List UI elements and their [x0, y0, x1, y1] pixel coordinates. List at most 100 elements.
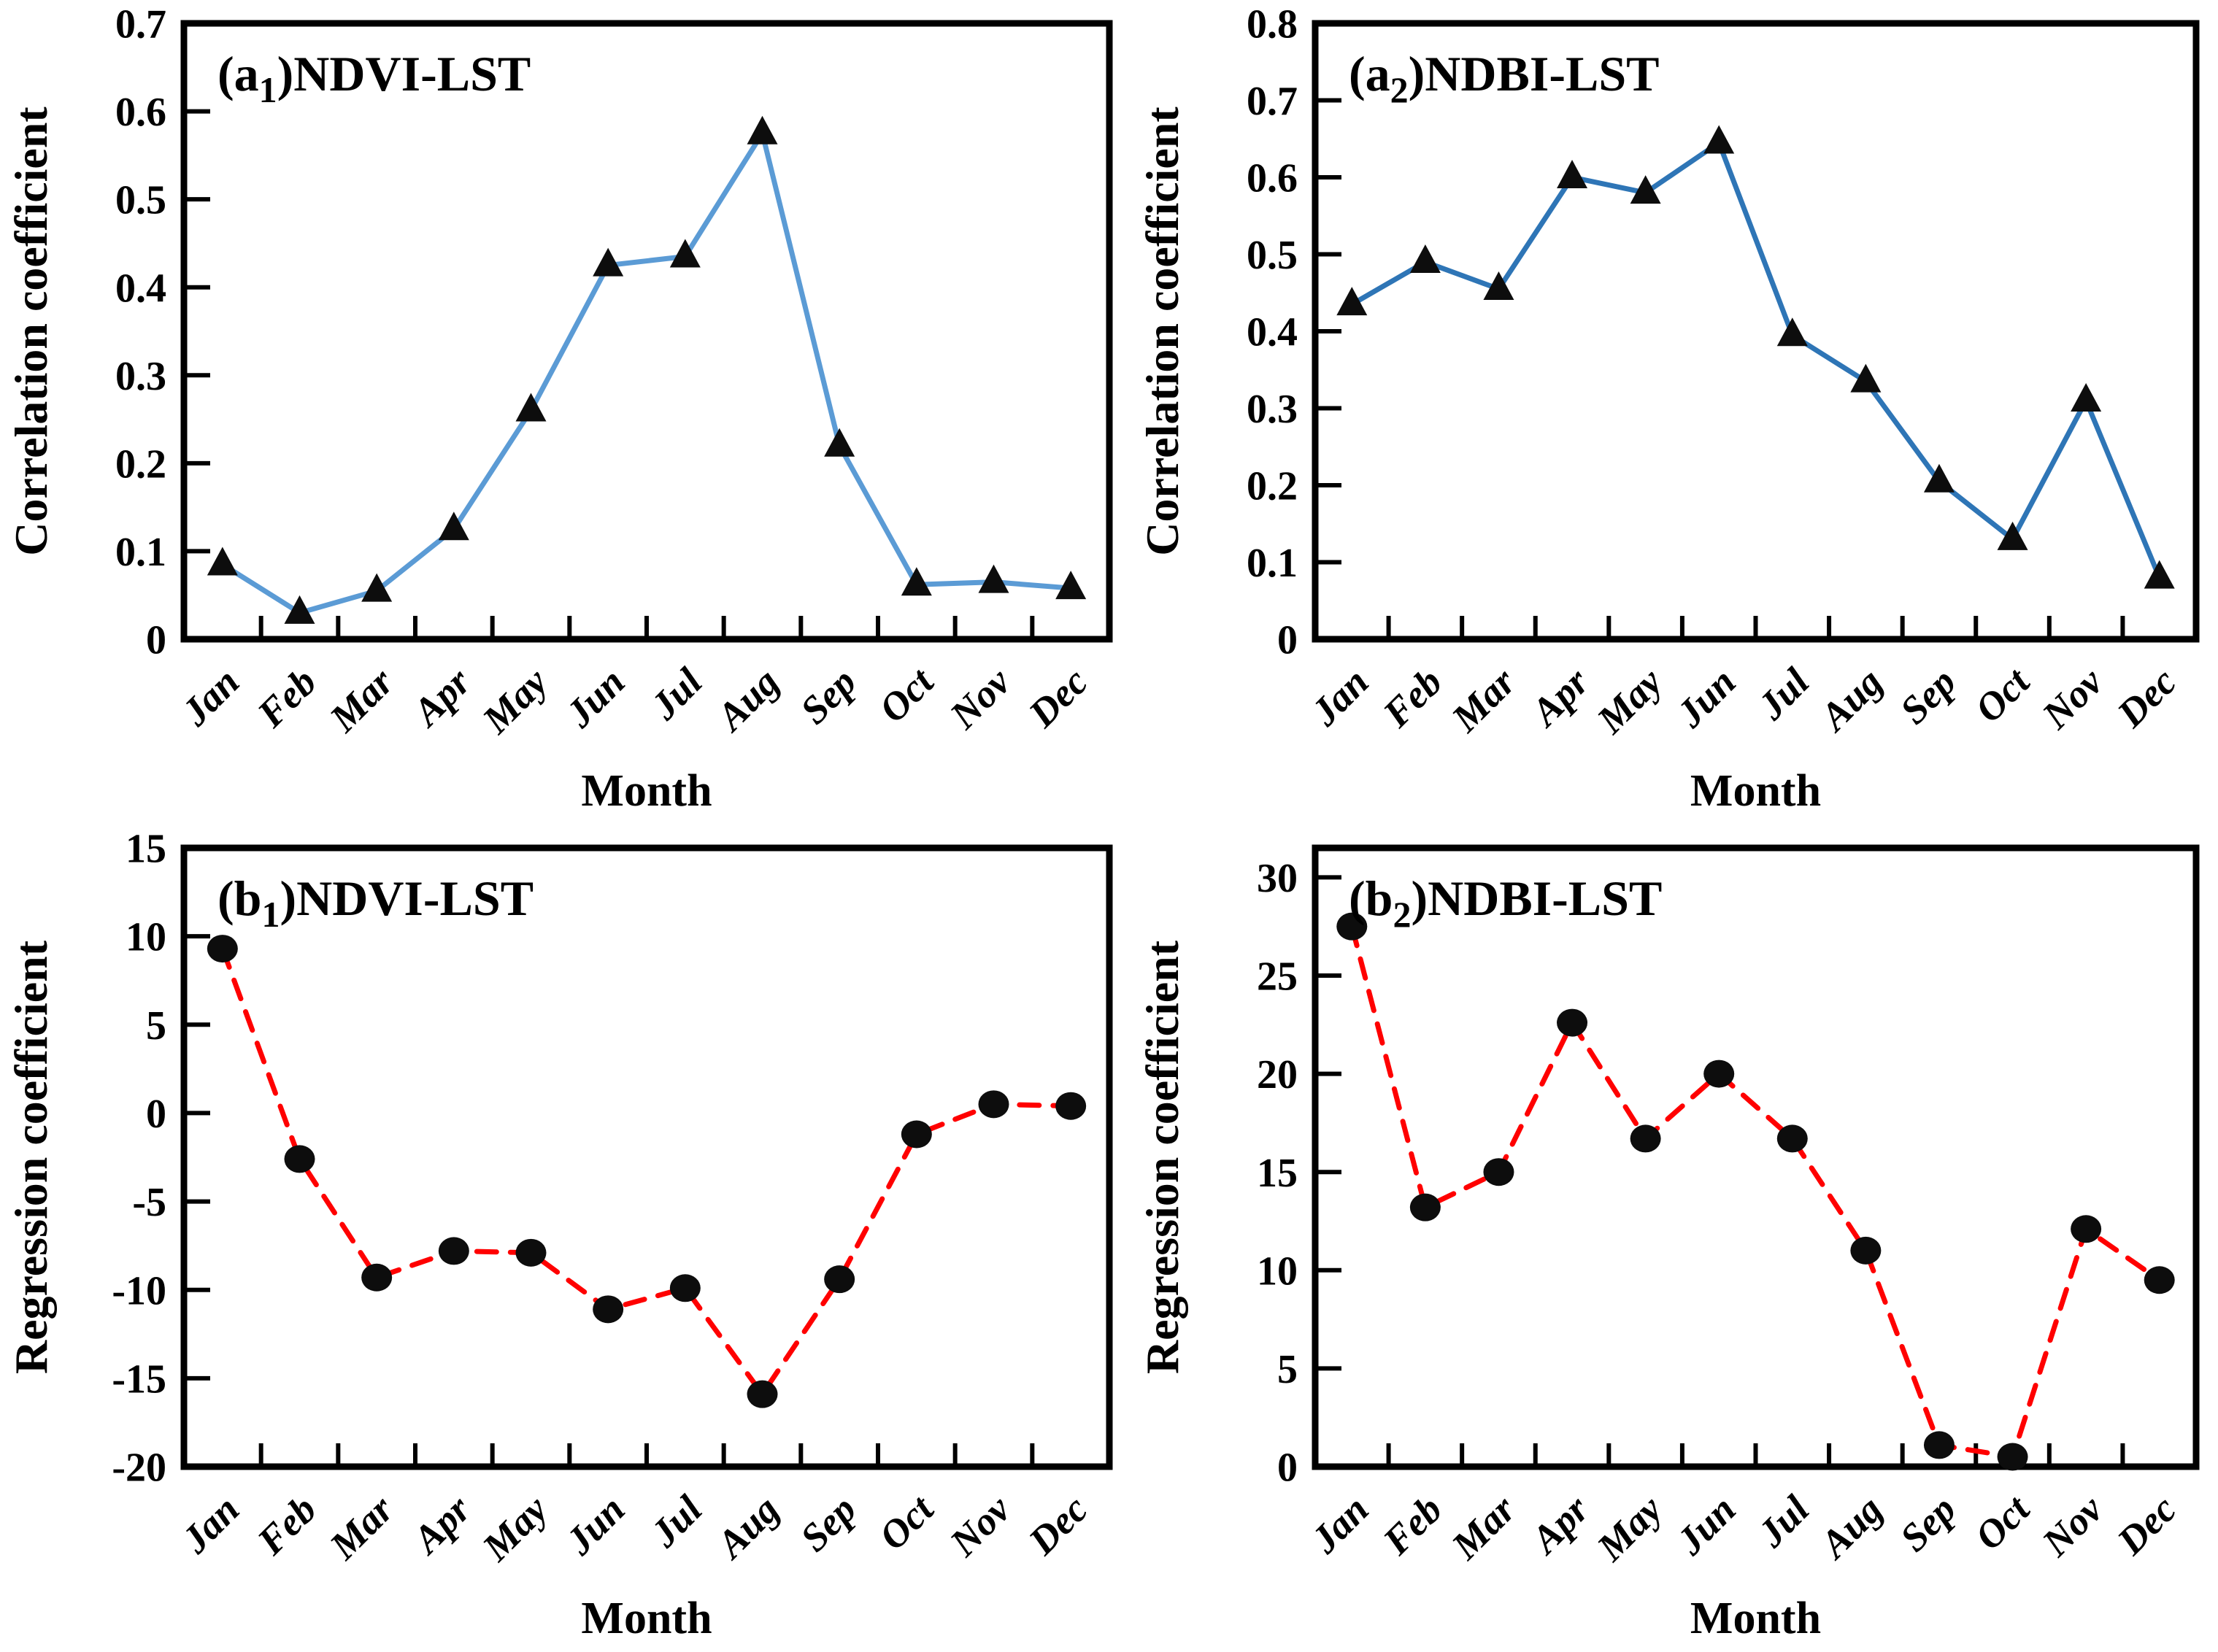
marker-triangle	[2071, 382, 2102, 412]
y-tick-label: 0.3	[1247, 387, 1298, 432]
x-tick-label: Sep	[792, 660, 865, 733]
marker-circle	[284, 1145, 315, 1173]
y-tick-label: 0	[1277, 1446, 1298, 1491]
marker-triangle	[207, 547, 238, 576]
x-tick-label: Mar	[321, 659, 403, 741]
marker-triangle	[2144, 560, 2175, 589]
y-tick-label: 15	[1257, 1151, 1298, 1196]
y-tick-label: 0.1	[115, 530, 166, 575]
x-tick-label: May	[1588, 659, 1671, 742]
marker-circle	[1703, 1059, 1735, 1088]
series-line	[1349, 924, 2163, 1460]
x-tick-label: Nov	[941, 659, 1019, 737]
x-tick-label: Sep	[1892, 660, 1965, 733]
x-tick-label: Apr	[403, 1486, 480, 1563]
marker-circle	[1630, 1124, 1661, 1153]
x-axis-ticks	[1386, 1443, 2125, 1467]
x-tick-label: Jan	[1302, 1487, 1377, 1562]
y-tick-label: 5	[1277, 1347, 1298, 1392]
x-tick-label: Aug	[707, 1487, 788, 1567]
y-axis-ticks: 0 0.1 0.2 0.3 0.4 0.5 0.6 0.7 0.8	[1247, 2, 1341, 663]
x-tick-label: Mar	[1443, 1486, 1525, 1568]
y-tick-label: -5	[132, 1180, 166, 1225]
marker-circle	[438, 1237, 469, 1265]
x-tick-label: Mar	[1443, 659, 1525, 741]
marker-circle	[824, 1265, 855, 1294]
y-tick-label: 0.1	[1247, 541, 1298, 586]
y-tick-label: 5	[146, 1003, 166, 1049]
series-markers	[1336, 912, 2175, 1471]
y-axis-ticks: -20 -15 -10 -5 0 5 10 15	[112, 827, 210, 1491]
series-line	[220, 131, 1074, 616]
x-tick-label: Dec	[1020, 660, 1096, 736]
marker-circle	[901, 1120, 932, 1149]
marker-circle	[1483, 1158, 1514, 1186]
panel-a2-ndbi-lst-correlation: 0 0.1 0.2 0.3 0.4 0.5 0.6 0.7 0.8 Jan Feb Mar Apr May…	[1131, 0, 2218, 825]
marker-circle	[515, 1238, 547, 1267]
marker-circle	[207, 935, 238, 963]
x-tick-label: Dec	[2109, 660, 2185, 736]
x-tick-label: Nov	[2033, 659, 2111, 737]
marker-circle	[2144, 1266, 2175, 1294]
y-tick-label: 0.2	[1247, 464, 1298, 509]
x-tick-label: Oct	[1966, 659, 2038, 731]
marker-circle	[747, 1380, 778, 1408]
y-tick-label: 30	[1257, 856, 1298, 901]
y-tick-label: 0.7	[1247, 79, 1298, 124]
series-markers	[207, 115, 1087, 624]
x-tick-label: Sep	[1892, 1487, 1965, 1560]
marker-triangle	[1336, 287, 1368, 316]
y-tick-label: 0.3	[115, 354, 166, 399]
x-tick-label: May	[1588, 1486, 1671, 1570]
y-tick-label: 0.7	[115, 2, 166, 47]
x-tick-label: May	[474, 659, 557, 742]
y-tick-label: 15	[126, 827, 166, 872]
x-axis-title: Month	[1690, 766, 1821, 816]
x-tick-label: Feb	[1374, 660, 1451, 736]
marker-circle	[1557, 1008, 1588, 1037]
series-line	[1349, 140, 2163, 581]
marker-circle	[593, 1295, 624, 1324]
x-axis-title: Month	[581, 766, 712, 816]
x-tick-label: Oct	[871, 659, 943, 731]
x-tick-label: Aug	[1811, 660, 1891, 740]
marker-triangle	[1703, 125, 1735, 154]
y-tick-label: 0.6	[1247, 156, 1298, 201]
x-tick-label: Dec	[2109, 1487, 2185, 1564]
marker-circle	[1409, 1193, 1441, 1221]
x-tick-label: Jul	[642, 1487, 710, 1556]
y-tick-label: -15	[112, 1356, 166, 1402]
marker-circle	[361, 1263, 393, 1292]
y-tick-label: 0	[146, 1092, 166, 1137]
x-tick-label: Feb	[248, 1487, 325, 1564]
x-tick-label: Jan	[173, 1487, 248, 1562]
x-tick-label: Jul	[1749, 660, 1817, 728]
plot-border	[1312, 20, 2200, 643]
marker-triangle	[1850, 363, 1882, 393]
y-axis-ticks: 0 0.1 0.2 0.3 0.4 0.5 0.6 0.7	[115, 2, 210, 663]
marker-triangle	[1409, 244, 1441, 274]
marker-circle	[2071, 1215, 2102, 1243]
marker-triangle	[1923, 463, 1955, 493]
panel-a1-ndvi-lst-correlation: 0 0.1 0.2 0.3 0.4 0.5 0.6 0.7 Jan Feb Mar Apr May Jun…	[0, 0, 1131, 825]
marker-triangle	[515, 393, 547, 422]
marker-circle	[1336, 912, 1368, 941]
marker-triangle	[438, 512, 469, 541]
x-tick-label: Jan	[1302, 660, 1377, 735]
x-tick-label: Apr	[403, 659, 480, 736]
x-tick-label: Apr	[1522, 659, 1598, 736]
x-tick-label: Nov	[941, 1486, 1019, 1564]
marker-triangle	[901, 567, 932, 596]
x-tick-label: May	[474, 1486, 557, 1570]
y-tick-label: 0.5	[1247, 233, 1298, 278]
marker-circle	[1055, 1092, 1087, 1120]
marker-triangle	[361, 573, 393, 602]
y-tick-label: 0.2	[115, 441, 166, 487]
marker-circle	[1997, 1443, 2028, 1471]
